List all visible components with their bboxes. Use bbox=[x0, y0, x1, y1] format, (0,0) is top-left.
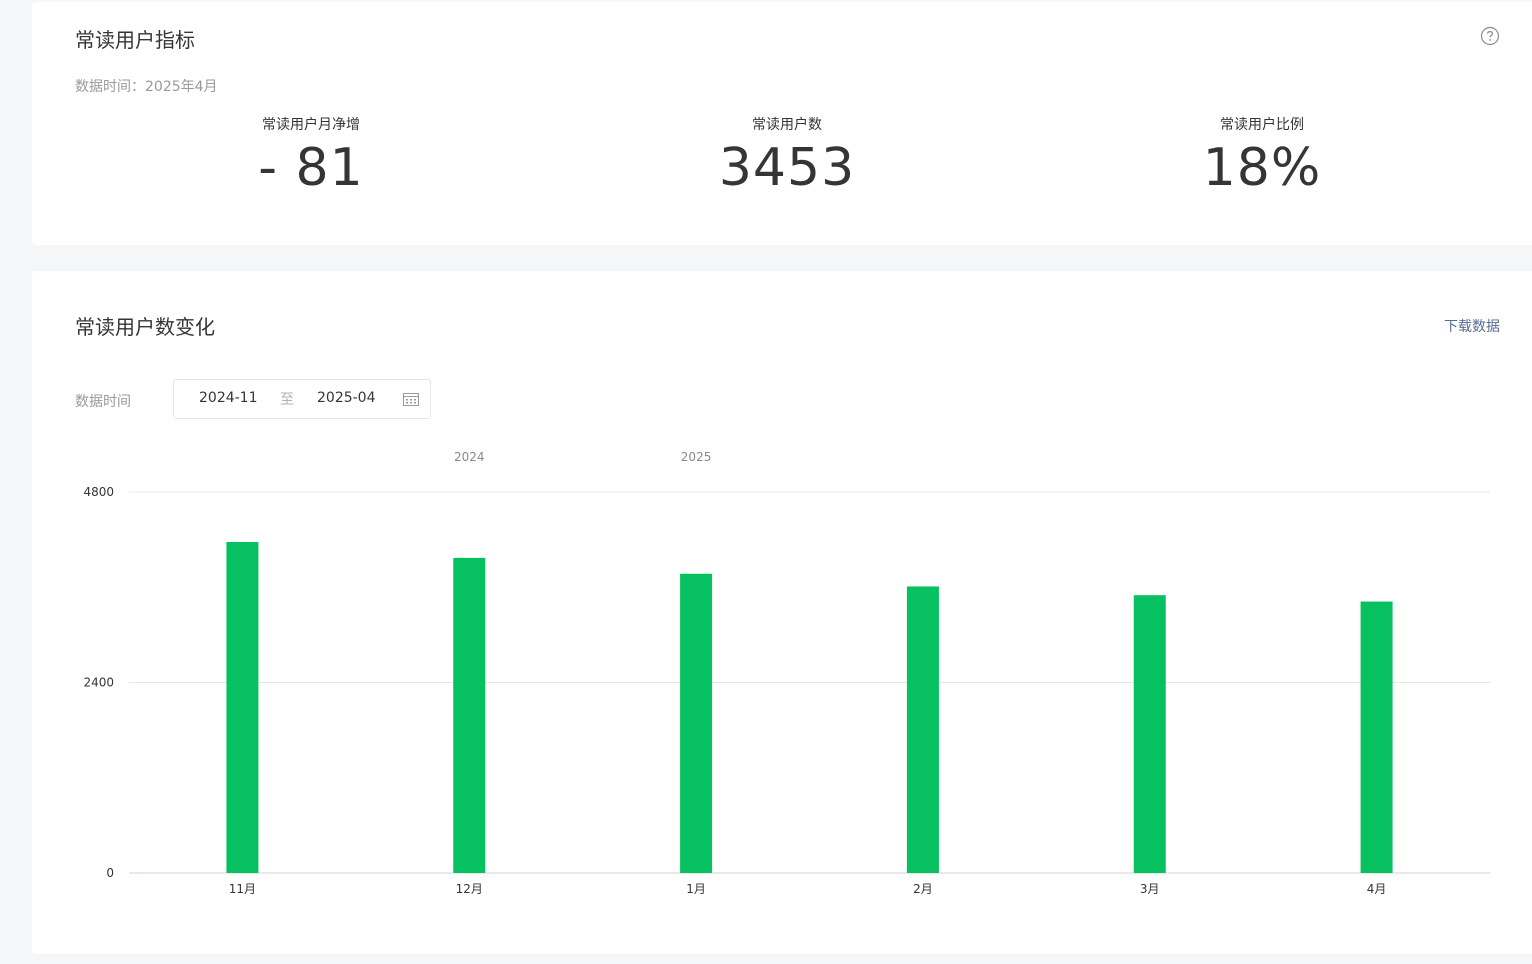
metric-user-count: 常读用户数 3453 bbox=[637, 114, 937, 198]
year-label: 2024 bbox=[454, 450, 485, 464]
x-tick-label: 12月 bbox=[456, 882, 483, 896]
bar-6 bbox=[1360, 601, 1393, 873]
bar-2 bbox=[453, 557, 486, 873]
metric-value: - 81 bbox=[258, 138, 364, 198]
range-end[interactable]: 2025-04 bbox=[317, 390, 376, 406]
range-start[interactable]: 2024-11 bbox=[199, 390, 258, 406]
y-tick-label: 4800 bbox=[83, 485, 114, 499]
year-label: 2025 bbox=[681, 450, 712, 464]
metric-value: 18% bbox=[1202, 138, 1322, 198]
x-tick-label: 11月 bbox=[229, 882, 256, 896]
x-tick-label: 3月 bbox=[1140, 882, 1160, 896]
bar-3 bbox=[680, 573, 713, 873]
y-tick-label: 2400 bbox=[83, 676, 114, 690]
x-tick-label: 4月 bbox=[1367, 882, 1387, 896]
metric-value: 3453 bbox=[718, 138, 856, 198]
metric-label: 常读用户比例 bbox=[1220, 117, 1304, 133]
calendar-icon[interactable] bbox=[403, 392, 419, 406]
data-time: 数据时间：2025年4月 bbox=[75, 79, 218, 95]
date-range-picker[interactable]: 2024-11 至 2025-04 bbox=[173, 379, 431, 419]
range-separator: 至 bbox=[280, 392, 294, 408]
help-icon[interactable] bbox=[1480, 26, 1500, 46]
x-tick-label: 1月 bbox=[686, 882, 706, 896]
download-data-link[interactable]: 下载数据 bbox=[1444, 319, 1500, 335]
bar-5 bbox=[1133, 595, 1166, 873]
bar-1 bbox=[226, 542, 259, 873]
y-tick-label: 0 bbox=[106, 866, 114, 880]
metrics-card: 常读用户指标 数据时间：2025年4月 常读用户月净增 - 81 常读用户数 3… bbox=[32, 2, 1532, 245]
metrics-title: 常读用户指标 bbox=[75, 28, 195, 52]
chart-card: 常读用户数变化 下载数据 数据时间 2024-11 至 2025-04 0 240… bbox=[32, 271, 1532, 954]
metric-net-growth: 常读用户月净增 - 81 bbox=[161, 114, 461, 198]
chart-title: 常读用户数变化 bbox=[75, 315, 215, 339]
metric-label: 常读用户月净增 bbox=[262, 117, 360, 133]
metric-user-ratio: 常读用户比例 18% bbox=[1112, 114, 1412, 198]
bar-4 bbox=[906, 586, 939, 873]
metric-label: 常读用户数 bbox=[752, 117, 822, 133]
x-tick-label: 2月 bbox=[913, 882, 933, 896]
date-filter-label: 数据时间 bbox=[75, 394, 131, 410]
bar-chart: 0 2400 4800 11月 12月 1月 2月 3月 4月 2024 2025 bbox=[83, 450, 1490, 896]
